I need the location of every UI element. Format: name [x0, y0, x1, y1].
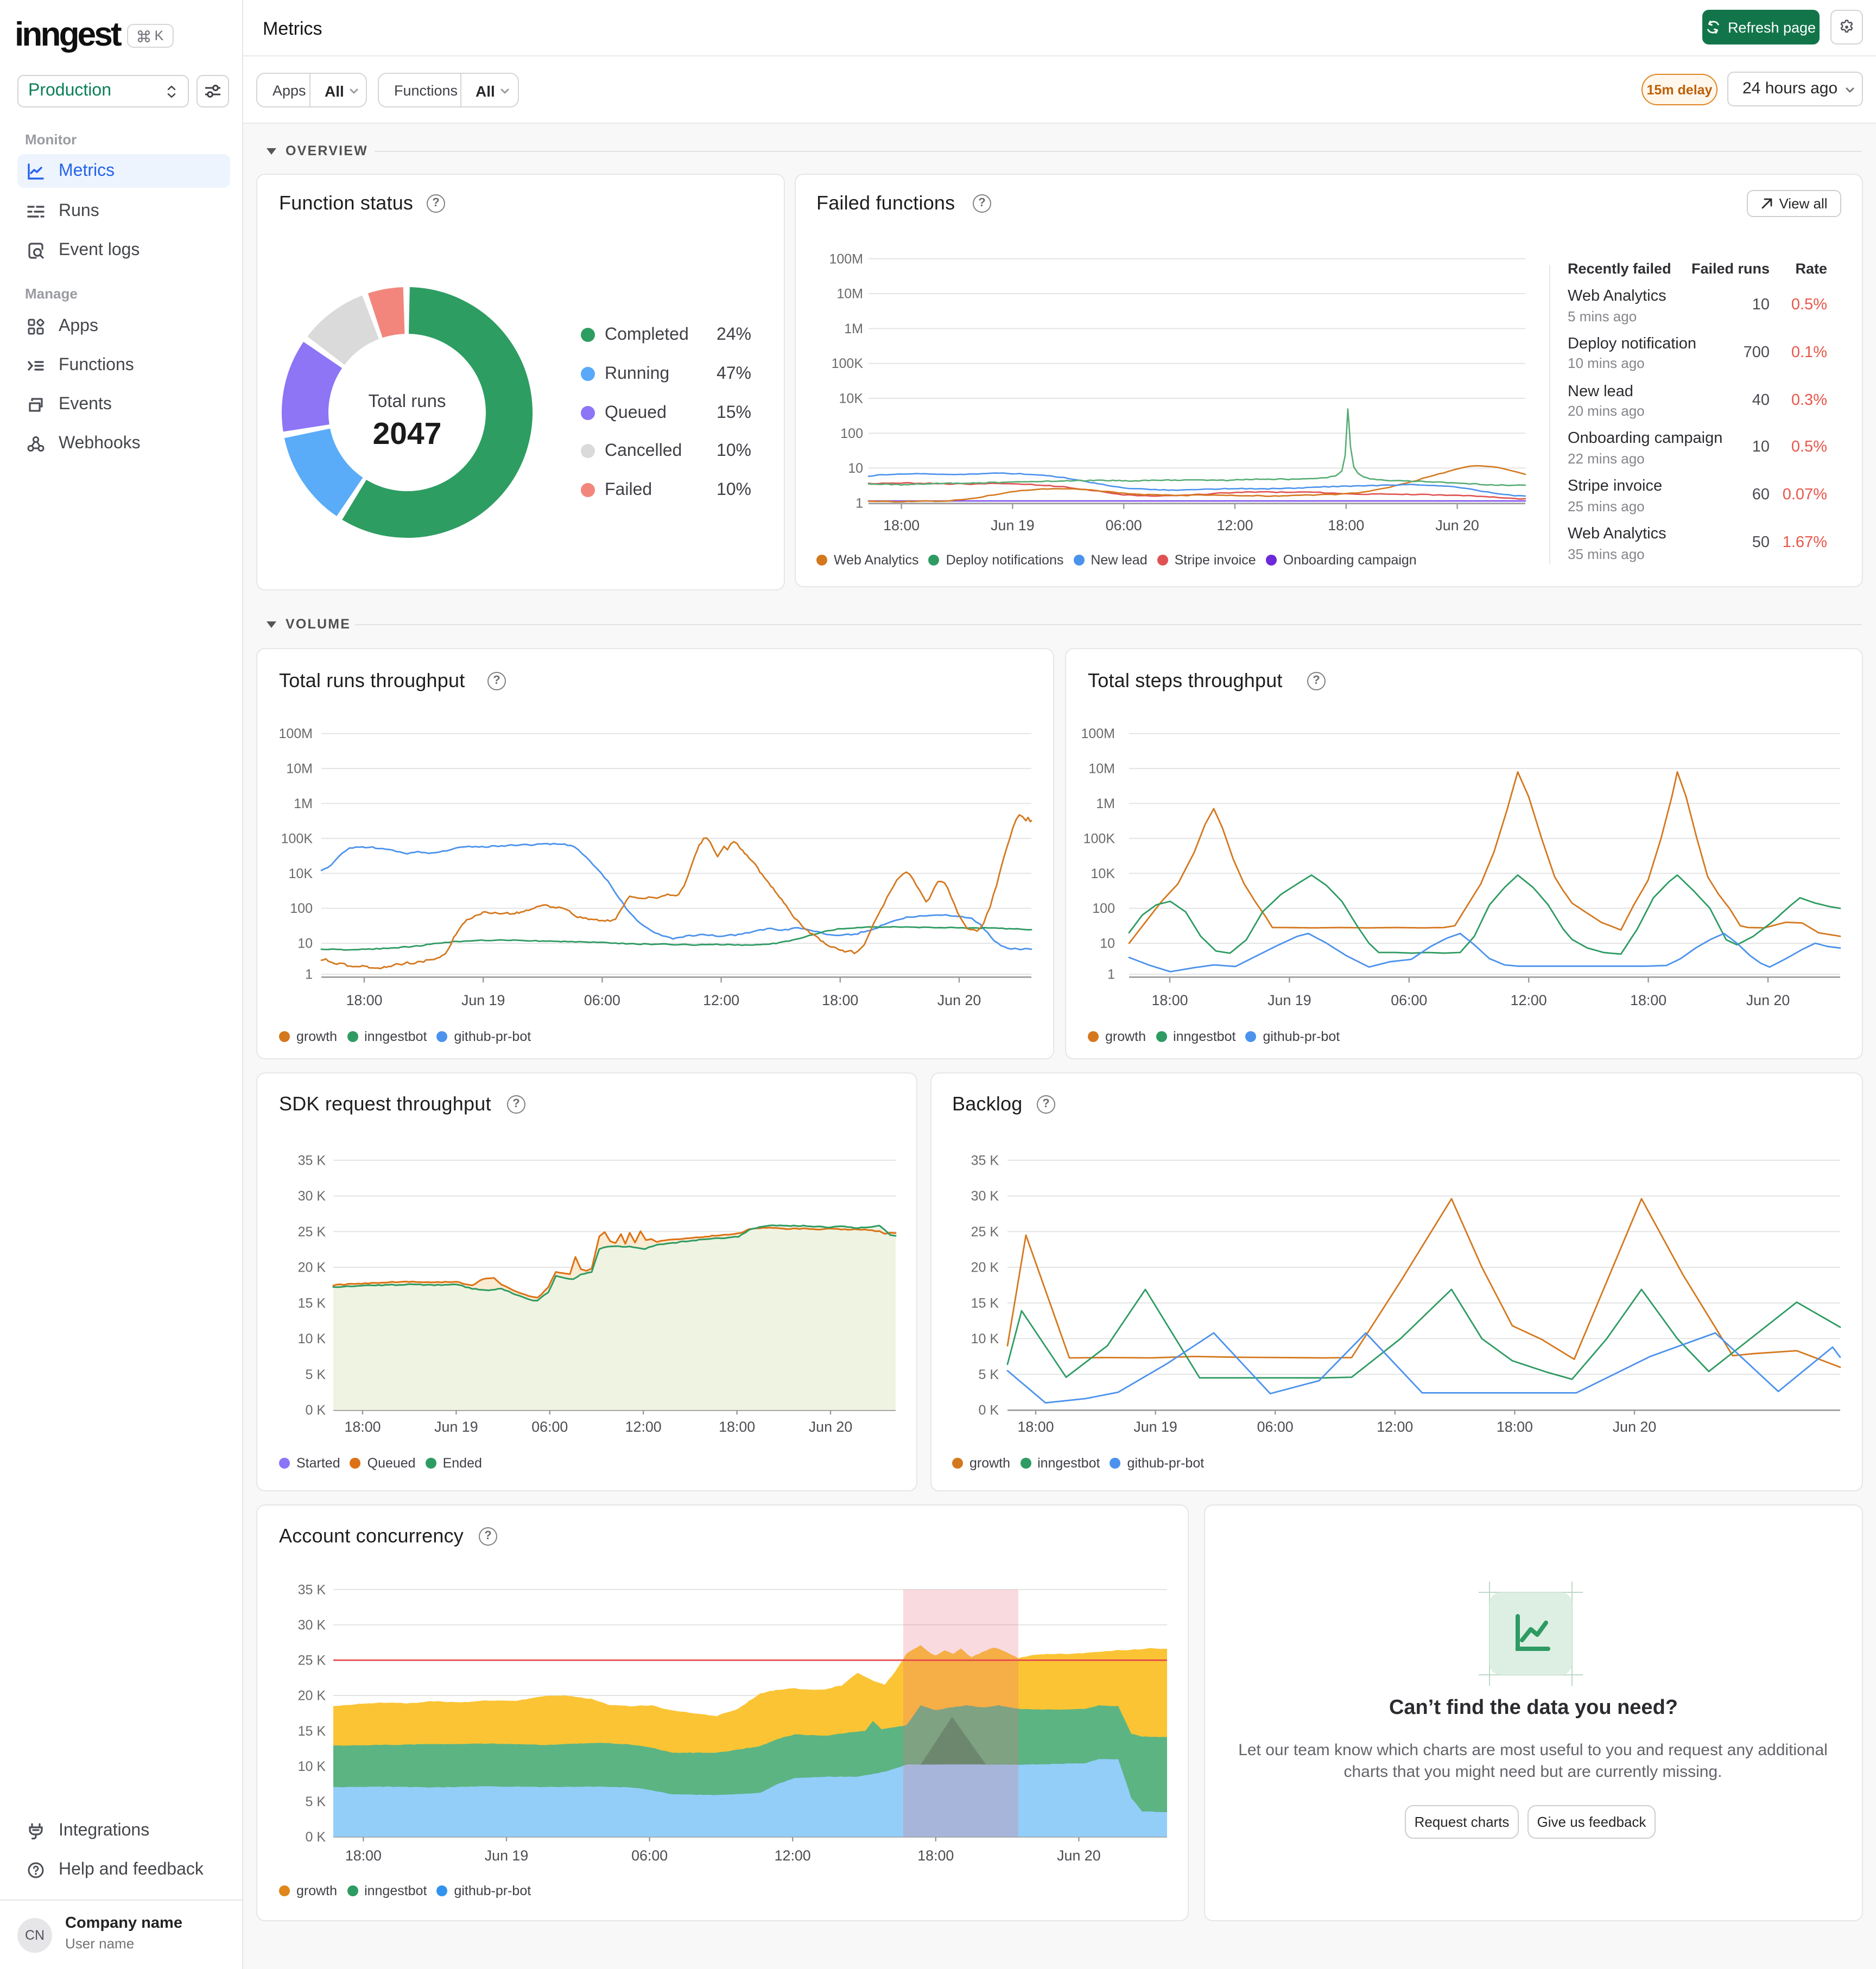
svg-text:1: 1 [305, 967, 313, 982]
svg-text:100: 100 [840, 426, 863, 441]
svg-text:0 K: 0 K [978, 1403, 999, 1418]
svg-text:10M: 10M [836, 287, 863, 302]
svg-text:Jun 19: Jun 19 [991, 517, 1034, 533]
svg-text:10M: 10M [1088, 761, 1115, 777]
svg-text:25 K: 25 K [298, 1224, 326, 1240]
svg-text:10: 10 [297, 936, 313, 951]
svg-text:18:00: 18:00 [1151, 992, 1188, 1008]
svg-text:Jun 19: Jun 19 [434, 1419, 478, 1435]
svg-text:5 K: 5 K [978, 1367, 999, 1382]
svg-text:30 K: 30 K [298, 1189, 326, 1204]
svg-text:Jun 20: Jun 20 [1057, 1847, 1100, 1864]
svg-text:18:00: 18:00 [719, 1419, 755, 1435]
svg-text:18:00: 18:00 [1017, 1419, 1054, 1435]
svg-text:20 K: 20 K [971, 1260, 999, 1275]
svg-text:18:00: 18:00 [1630, 992, 1666, 1008]
svg-text:Jun 20: Jun 20 [1746, 992, 1790, 1008]
svg-text:Jun 19: Jun 19 [1267, 992, 1311, 1008]
svg-text:20 K: 20 K [298, 1260, 326, 1275]
svg-text:06:00: 06:00 [1391, 992, 1427, 1008]
svg-text:18:00: 18:00 [883, 517, 920, 533]
svg-text:30 K: 30 K [298, 1617, 326, 1633]
svg-text:12:00: 12:00 [703, 992, 739, 1008]
svg-text:10: 10 [848, 461, 863, 476]
svg-text:20 K: 20 K [298, 1688, 326, 1704]
svg-text:Jun 19: Jun 19 [461, 992, 505, 1008]
svg-text:10 K: 10 K [298, 1331, 326, 1346]
svg-text:Jun 20: Jun 20 [1613, 1419, 1656, 1435]
svg-text:0 K: 0 K [305, 1403, 326, 1418]
svg-text:10: 10 [1100, 936, 1115, 951]
svg-text:1M: 1M [294, 796, 313, 811]
svg-text:10K: 10K [1091, 866, 1116, 881]
svg-text:12:00: 12:00 [1511, 992, 1547, 1008]
svg-text:15 K: 15 K [298, 1295, 326, 1311]
svg-text:12:00: 12:00 [775, 1847, 811, 1864]
svg-text:06:00: 06:00 [584, 992, 620, 1008]
svg-text:100K: 100K [281, 831, 313, 846]
svg-text:10 K: 10 K [298, 1759, 326, 1774]
svg-text:Jun 19: Jun 19 [485, 1847, 528, 1864]
svg-text:1M: 1M [1096, 796, 1115, 811]
svg-text:10 K: 10 K [971, 1331, 999, 1346]
svg-text:100: 100 [290, 901, 313, 916]
svg-text:1: 1 [855, 496, 863, 511]
svg-text:06:00: 06:00 [1257, 1419, 1294, 1435]
svg-text:12:00: 12:00 [1377, 1419, 1413, 1435]
svg-text:18:00: 18:00 [1328, 517, 1364, 533]
svg-text:Jun 20: Jun 20 [809, 1419, 852, 1435]
svg-text:18:00: 18:00 [1497, 1419, 1533, 1435]
svg-text:10M: 10M [286, 761, 313, 777]
svg-text:12:00: 12:00 [625, 1419, 662, 1435]
svg-text:1: 1 [1107, 967, 1115, 982]
svg-text:35 K: 35 K [971, 1153, 999, 1168]
svg-text:18:00: 18:00 [345, 1847, 382, 1864]
svg-text:15 K: 15 K [971, 1295, 999, 1311]
svg-text:30 K: 30 K [971, 1189, 999, 1204]
svg-text:Jun 20: Jun 20 [1435, 517, 1479, 533]
svg-text:100: 100 [1092, 901, 1115, 916]
svg-text:10K: 10K [289, 866, 313, 881]
svg-text:100M: 100M [1081, 726, 1115, 741]
svg-text:100M: 100M [278, 726, 313, 741]
svg-text:100K: 100K [832, 356, 864, 371]
svg-text:25 K: 25 K [971, 1224, 999, 1240]
svg-text:12:00: 12:00 [1216, 517, 1253, 533]
svg-text:35 K: 35 K [298, 1153, 326, 1168]
svg-text:06:00: 06:00 [1106, 517, 1142, 533]
svg-text:5 K: 5 K [305, 1794, 326, 1809]
svg-text:15 K: 15 K [298, 1724, 326, 1739]
svg-text:18:00: 18:00 [344, 1419, 381, 1435]
svg-text:100M: 100M [829, 251, 863, 266]
svg-text:Jun 20: Jun 20 [937, 992, 981, 1008]
svg-text:5 K: 5 K [305, 1367, 326, 1382]
svg-text:35 K: 35 K [298, 1582, 326, 1597]
svg-text:1M: 1M [844, 321, 863, 336]
svg-text:18:00: 18:00 [822, 992, 858, 1008]
svg-text:Jun 19: Jun 19 [1133, 1419, 1177, 1435]
svg-text:18:00: 18:00 [917, 1847, 954, 1864]
svg-text:06:00: 06:00 [531, 1419, 568, 1435]
svg-text:25 K: 25 K [298, 1653, 326, 1668]
svg-text:0 K: 0 K [305, 1830, 326, 1845]
svg-text:06:00: 06:00 [631, 1847, 668, 1864]
svg-text:100K: 100K [1083, 831, 1116, 846]
svg-text:18:00: 18:00 [346, 992, 382, 1008]
svg-text:10K: 10K [839, 391, 864, 406]
